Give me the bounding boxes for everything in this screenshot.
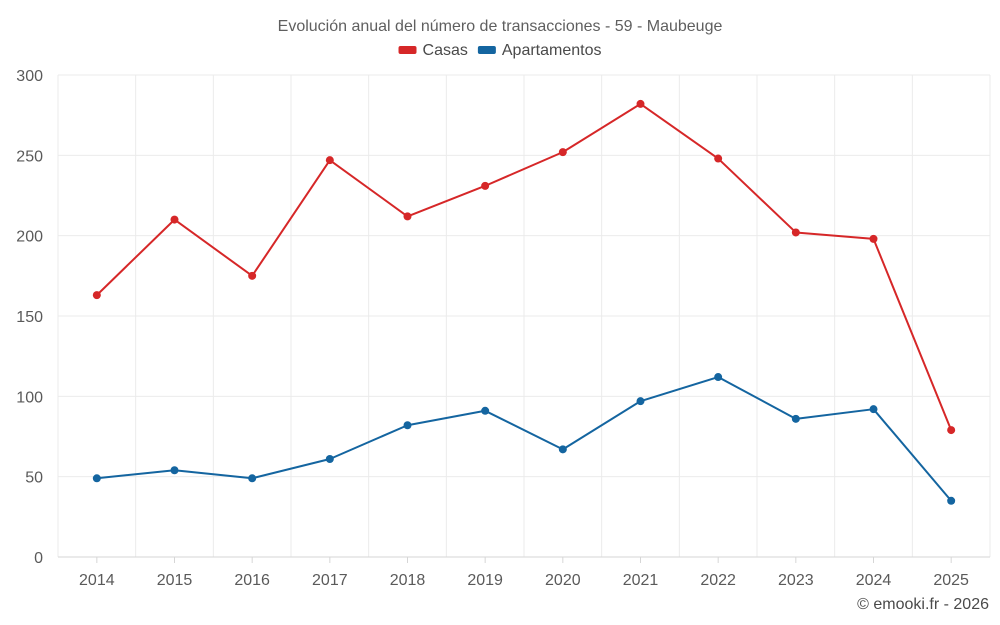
x-tick-label-2019: 2019 bbox=[467, 572, 503, 589]
data-point-apartamentos-2016[interactable] bbox=[248, 474, 257, 483]
data-point-casas-2020[interactable] bbox=[558, 148, 567, 157]
data-point-casas-2017[interactable] bbox=[325, 156, 334, 165]
x-tick-label-2020: 2020 bbox=[545, 572, 581, 589]
data-point-apartamentos-2017[interactable] bbox=[325, 454, 334, 463]
x-tick-label-2014: 2014 bbox=[79, 572, 115, 589]
data-point-apartamentos-2024[interactable] bbox=[869, 405, 878, 414]
x-axis-ticks: 2014 2015 2016 2017 2018 2019 2020 2021 2022 2023… bbox=[79, 557, 969, 589]
data-point-casas-2025[interactable] bbox=[947, 426, 956, 435]
data-point-casas-2018[interactable] bbox=[403, 212, 412, 221]
data-point-apartamentos-2022[interactable] bbox=[714, 373, 723, 382]
y-tick-label: 50 bbox=[25, 470, 43, 487]
data-point-apartamentos-2015[interactable] bbox=[170, 466, 179, 475]
y-tick-label: 0 bbox=[34, 550, 43, 567]
credit-text: © emooki.fr - 2026 bbox=[857, 596, 989, 613]
legend-swatch-casas bbox=[398, 46, 417, 54]
chart-title: Evolución anual del número de transaccio… bbox=[278, 18, 723, 35]
legend: Casas Apartamentos bbox=[398, 42, 602, 59]
y-tick-label: 150 bbox=[16, 309, 43, 326]
x-tick-label-2018: 2018 bbox=[390, 572, 426, 589]
x-tick-label-2015: 2015 bbox=[157, 572, 193, 589]
data-point-apartamentos-2023[interactable] bbox=[791, 414, 800, 423]
x-tick-label-2021: 2021 bbox=[623, 572, 659, 589]
y-tick-label: 200 bbox=[16, 229, 43, 246]
data-point-apartamentos-2014[interactable] bbox=[92, 474, 101, 483]
data-point-casas-2023[interactable] bbox=[791, 228, 800, 237]
data-point-apartamentos-2019[interactable] bbox=[481, 406, 490, 415]
data-point-apartamentos-2018[interactable] bbox=[403, 421, 412, 430]
legend-item-apartamentos[interactable]: Apartamentos bbox=[477, 42, 602, 59]
series-line-casas bbox=[96, 102, 953, 431]
y-axis-ticks: 0 50 100 150 200 250 300 bbox=[16, 68, 43, 567]
series-apartamentos bbox=[92, 373, 956, 505]
x-tick-label-2023: 2023 bbox=[778, 572, 814, 589]
x-tick-label-2022: 2022 bbox=[700, 572, 736, 589]
data-point-casas-2015[interactable] bbox=[170, 215, 179, 224]
x-tick-label-2024: 2024 bbox=[856, 572, 892, 589]
data-point-apartamentos-2020[interactable] bbox=[558, 445, 567, 454]
data-point-casas-2016[interactable] bbox=[248, 271, 257, 280]
x-tick-label-2025: 2025 bbox=[933, 572, 969, 589]
data-point-casas-2024[interactable] bbox=[869, 234, 878, 243]
series-casas bbox=[92, 99, 956, 435]
y-tick-label: 250 bbox=[16, 148, 43, 165]
data-point-casas-2022[interactable] bbox=[714, 154, 723, 163]
legend-label-apartamentos: Apartamentos bbox=[502, 42, 602, 59]
data-point-casas-2019[interactable] bbox=[481, 181, 490, 190]
x-tick-label-2016: 2016 bbox=[234, 572, 270, 589]
x-tick-label-2017: 2017 bbox=[312, 572, 348, 589]
y-tick-label: 100 bbox=[16, 389, 43, 406]
data-point-apartamentos-2025[interactable] bbox=[947, 496, 956, 505]
grid bbox=[57, 74, 991, 558]
data-point-casas-2014[interactable] bbox=[92, 291, 101, 300]
y-tick-label: 300 bbox=[16, 68, 43, 85]
data-point-casas-2021[interactable] bbox=[636, 99, 645, 108]
series-line-apartamentos bbox=[96, 376, 952, 502]
data-point-apartamentos-2021[interactable] bbox=[636, 397, 645, 406]
legend-label-casas: Casas bbox=[423, 42, 468, 59]
legend-swatch-apartamentos bbox=[477, 46, 496, 54]
series-layer bbox=[92, 99, 956, 505]
legend-item-casas[interactable]: Casas bbox=[398, 42, 468, 59]
